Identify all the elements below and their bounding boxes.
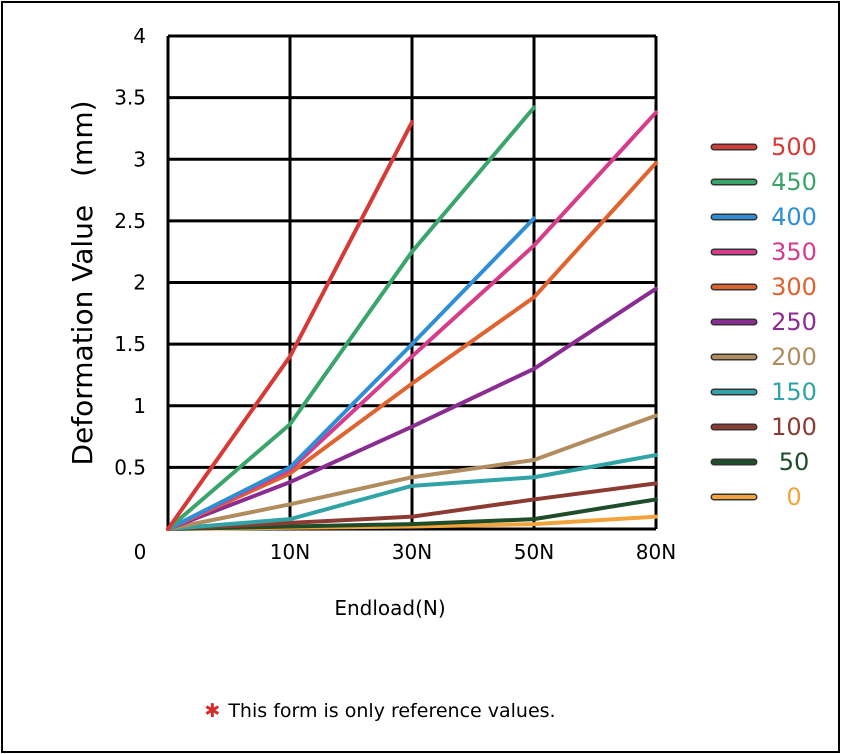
legend-label-400: 400: [771, 203, 817, 231]
legend-label-450: 450: [771, 168, 817, 196]
x-tick-label: 0: [134, 540, 147, 564]
series-line-500: [166, 120, 414, 531]
x-tick-label: 10N: [270, 540, 310, 564]
y-axis-label: Deformation Value (mm): [66, 100, 99, 465]
x-tick-label: 30N: [392, 540, 432, 564]
series-lines: [166, 105, 658, 531]
series-line-50: [166, 497, 658, 531]
legend-label-50: 50: [779, 448, 810, 476]
legend-label-150: 150: [771, 378, 817, 406]
series-line-400: [166, 216, 536, 531]
axis-ticks: 0.5 1 1.5 2 2.5 3 3.5 4 0 10N 30N 50N 80N: [114, 24, 676, 564]
y-tick-label: 1: [133, 394, 146, 418]
asterisk-icon: ✱: [204, 700, 221, 722]
y-tick-label: 3: [133, 147, 146, 171]
legend-label-250: 250: [771, 308, 817, 336]
y-tick-label: 2.5: [114, 209, 146, 233]
x-tick-label: 50N: [514, 540, 554, 564]
series-line-100: [166, 481, 658, 531]
y-tick-label: 1.5: [114, 332, 146, 356]
note-text: This form is only reference values.: [228, 700, 556, 722]
x-axis-label: Endload(N): [334, 596, 445, 620]
plot-grid: [166, 34, 658, 531]
legend-label-200: 200: [771, 343, 817, 371]
y-tick-label: 2: [133, 271, 146, 295]
series-line-250: [166, 286, 658, 531]
y-tick-label: 4: [133, 24, 146, 48]
x-tick-label: 80N: [636, 540, 676, 564]
series-line-150: [166, 453, 658, 531]
series-line-200: [166, 413, 658, 531]
y-tick-label: 0.5: [114, 455, 146, 479]
series-line-300: [166, 160, 658, 531]
y-tick-label: 3.5: [114, 86, 146, 110]
legend-label-100: 100: [771, 413, 817, 441]
legend-label-0: 0: [786, 483, 801, 511]
reference-note: ✱ This form is only reference values.: [0, 700, 760, 722]
legend-label-500: 500: [771, 133, 817, 161]
legend-label-350: 350: [771, 238, 817, 266]
series-line-450: [166, 105, 536, 531]
legend-label-300: 300: [771, 273, 817, 301]
